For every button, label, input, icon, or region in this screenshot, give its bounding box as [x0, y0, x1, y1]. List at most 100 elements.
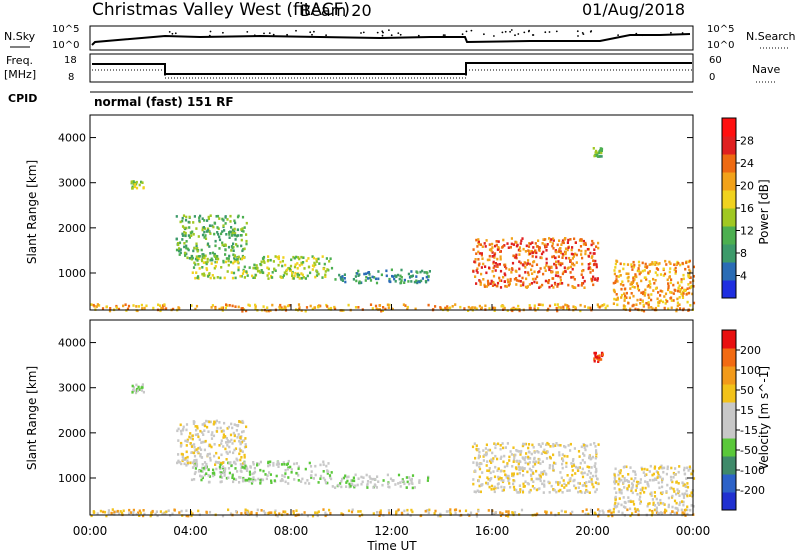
range-gate-cell	[184, 251, 187, 255]
range-gate-cell	[631, 512, 634, 515]
range-gate-cell	[515, 459, 519, 463]
range-gate-cell	[647, 293, 650, 297]
range-gate-cell	[472, 248, 475, 251]
range-gate-cell	[98, 304, 101, 307]
range-gate-cell	[371, 307, 374, 310]
range-gate-cell	[322, 460, 325, 464]
range-gate-cell	[547, 443, 550, 446]
range-gate-cell	[595, 467, 598, 471]
range-gate-cell	[569, 259, 572, 262]
range-gate-cell	[597, 360, 600, 363]
range-gate-cell	[142, 514, 145, 518]
range-gate-cell	[510, 271, 513, 274]
range-gate-cell	[583, 305, 586, 308]
range-gate-cell	[640, 279, 643, 283]
range-gate-cell	[580, 249, 583, 253]
range-gate-cell	[474, 456, 477, 460]
range-gate-cell	[613, 478, 617, 482]
range-gate-cell	[113, 513, 116, 516]
range-gate-cell	[684, 267, 687, 271]
range-gate-cell	[538, 477, 542, 480]
range-gate-cell	[547, 281, 550, 285]
range-gate-cell	[186, 438, 189, 442]
range-gate-cell	[458, 514, 461, 517]
range-gate-cell	[651, 498, 654, 501]
range-gate-cell	[300, 309, 303, 312]
range-gate-cell	[309, 474, 313, 477]
colorbar-swatch	[722, 262, 736, 281]
range-gate-cell	[377, 270, 380, 273]
range-gate-cell	[541, 472, 544, 476]
range-gate-cell	[673, 473, 676, 476]
range-gate-cell	[131, 384, 134, 388]
range-gate-cell	[583, 444, 586, 447]
range-gate-cell	[583, 461, 586, 464]
range-gate-cell	[485, 239, 488, 242]
range-gate-cell	[285, 463, 289, 466]
range-gate-cell	[290, 471, 293, 474]
range-gate-cell	[387, 306, 390, 309]
range-gate-cell	[229, 512, 233, 515]
range-gate-cell	[509, 279, 512, 282]
range-gate-cell	[565, 465, 568, 468]
range-gate-cell	[569, 477, 572, 480]
range-gate-cell	[499, 269, 503, 273]
range-gate-cell	[232, 431, 235, 435]
range-gate-cell	[599, 147, 602, 150]
range-gate-cell	[220, 453, 223, 457]
range-gate-cell	[585, 508, 588, 511]
range-gate-cell	[477, 454, 481, 457]
range-gate-cell	[128, 512, 131, 515]
range-gate-cell	[187, 234, 190, 237]
range-gate-cell	[596, 477, 599, 481]
range-gate-cell	[241, 310, 244, 313]
range-gate-cell	[291, 271, 294, 275]
range-gate-cell	[597, 508, 600, 511]
range-gate-cell	[543, 448, 546, 452]
range-gate-cell	[344, 280, 347, 284]
range-gate-cell	[229, 220, 232, 223]
range-gate-cell	[610, 511, 613, 515]
range-gate-cell	[244, 464, 247, 468]
range-gate-cell	[223, 244, 226, 247]
range-gate-cell	[203, 256, 206, 260]
range-gate-cell	[176, 461, 179, 465]
range-gate-cell	[637, 260, 641, 264]
range-gate-cell	[252, 471, 256, 475]
range-gate-cell	[243, 461, 246, 464]
colorbar-tick-label: -100	[740, 464, 765, 477]
range-gate-cell	[530, 282, 533, 285]
range-gate-cell	[576, 466, 579, 470]
range-gate-cell	[162, 304, 165, 307]
range-gate-cell	[243, 466, 246, 470]
range-gate-cell	[683, 468, 686, 472]
range-gate-cell	[620, 478, 623, 482]
range-gate-cell	[282, 510, 285, 513]
range-gate-cell	[257, 462, 261, 466]
range-gate-cell	[298, 273, 301, 277]
range-gate-cell	[536, 450, 539, 453]
range-gate-cell	[475, 269, 478, 272]
range-gate-cell	[653, 508, 656, 512]
range-gate-cell	[536, 275, 539, 279]
range-gate-cell	[689, 270, 692, 273]
range-gate-cell	[136, 389, 140, 392]
range-gate-cell	[141, 307, 144, 310]
range-gate-cell	[520, 467, 523, 470]
range-gate-cell	[273, 511, 276, 514]
range-gate-cell	[350, 510, 354, 514]
range-gate-cell	[527, 446, 530, 450]
range-gate-cell	[542, 272, 545, 276]
range-gate-cell	[306, 514, 309, 518]
range-gate-cell	[331, 485, 334, 488]
range-gate-cell	[223, 421, 226, 425]
range-gate-cell	[561, 241, 564, 244]
range-gate-cell	[503, 306, 506, 310]
range-gate-cell	[656, 476, 659, 479]
range-gate-cell	[615, 298, 618, 301]
range-gate-cell	[479, 490, 482, 494]
range-gate-cell	[202, 255, 205, 258]
range-gate-cell	[224, 306, 227, 310]
range-gate-cell	[207, 217, 210, 221]
range-gate-cell	[152, 306, 155, 310]
